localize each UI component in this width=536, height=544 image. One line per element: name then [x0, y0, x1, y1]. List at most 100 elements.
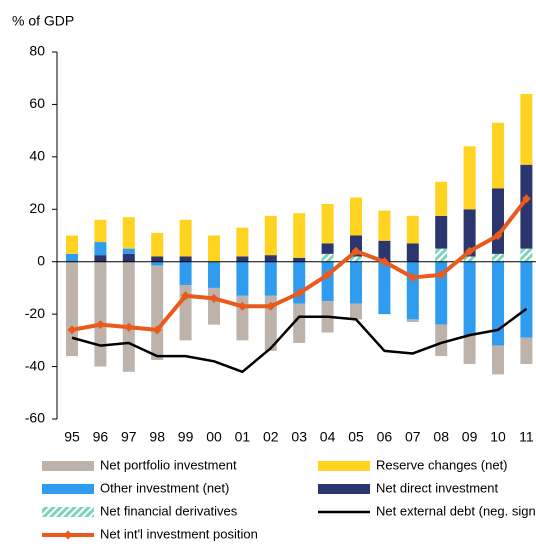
- bar-segment: [208, 287, 220, 325]
- legend-swatch: [42, 461, 94, 471]
- bar-segment: [406, 215, 419, 244]
- bar-segment: [378, 240, 391, 262]
- bar-segment: [378, 261, 391, 315]
- bar-segment: [122, 261, 135, 372]
- bar-segment: [94, 255, 107, 262]
- bar-segment: [520, 337, 533, 364]
- bar-segment: [293, 257, 306, 262]
- bar-segment: [321, 261, 334, 302]
- bar-segment: [264, 215, 277, 256]
- bar-segment: [520, 93, 533, 165]
- bar-segment: [492, 122, 504, 189]
- y-tick-label: 20: [29, 200, 45, 216]
- bar-segment: [350, 303, 362, 320]
- bar-segment: [122, 253, 135, 262]
- legend-swatch: [42, 484, 94, 494]
- bar-segment: [151, 261, 164, 266]
- legend-label: Net financial derivatives: [100, 503, 238, 518]
- x-tick-label: 10: [490, 429, 506, 445]
- line-marker: [408, 272, 418, 282]
- y-tick-label: -20: [25, 305, 45, 321]
- legend-label: Net int'l investment position: [100, 526, 258, 541]
- bar-segment: [122, 248, 135, 254]
- line-marker: [323, 270, 333, 280]
- legend-label: Other investment (net): [100, 480, 229, 495]
- bar-segment: [463, 146, 476, 210]
- bar-segment: [321, 204, 334, 244]
- y-axis-title: % of GDP: [12, 13, 74, 29]
- y-tick-label: 80: [29, 43, 45, 59]
- legend-swatch: [318, 461, 370, 471]
- line-marker: [209, 293, 219, 303]
- line-marker: [181, 291, 191, 301]
- bar-segment: [66, 253, 78, 262]
- x-tick-label: 04: [320, 429, 336, 445]
- bar-segment: [236, 261, 249, 296]
- bar-segment: [94, 242, 107, 256]
- line-marker: [266, 301, 276, 311]
- bar-segment: [435, 324, 448, 357]
- bar-segment: [378, 210, 391, 241]
- line-marker: [465, 246, 475, 256]
- bar-segment: [321, 243, 334, 254]
- bar-segment: [151, 256, 164, 262]
- bar-segment: [406, 261, 419, 320]
- bar-segment: [492, 188, 504, 254]
- x-tick-label: 98: [149, 429, 165, 445]
- line-marker: [237, 301, 247, 311]
- bar-segment: [151, 265, 164, 361]
- legend-label: Net direct investment: [376, 480, 498, 495]
- bar-segment: [435, 215, 448, 249]
- bar-segment: [264, 255, 277, 262]
- x-tick-label: 96: [93, 429, 109, 445]
- bar-segment: [179, 219, 192, 257]
- bar-segment: [236, 227, 249, 257]
- bar-segment: [293, 303, 306, 343]
- bar-segment: [179, 256, 192, 262]
- bar-segment: [492, 261, 504, 346]
- x-tick-label: 99: [178, 429, 194, 445]
- line-marker: [521, 194, 531, 204]
- bar-segment: [463, 335, 476, 364]
- bar-segment: [492, 345, 504, 375]
- line-marker: [436, 270, 446, 280]
- line-marker: [67, 325, 77, 335]
- bar-segment: [66, 261, 78, 357]
- y-tick-label: 0: [37, 252, 45, 268]
- bar-segment: [435, 261, 448, 325]
- bar-segment: [435, 181, 448, 216]
- bar-segment: [122, 217, 135, 249]
- x-tick-label: 00: [206, 429, 222, 445]
- x-tick-label: 03: [291, 429, 307, 445]
- y-tick-label: -60: [25, 410, 45, 426]
- bar-segment: [94, 219, 107, 243]
- x-tick-label: 97: [121, 429, 137, 445]
- line-marker: [351, 246, 361, 256]
- legend-label: Net external debt (neg. sign): [376, 503, 536, 518]
- x-tick-label: 08: [433, 429, 449, 445]
- y-tick-label: -40: [25, 357, 45, 373]
- bar-segment: [151, 232, 164, 257]
- x-tick-label: 05: [348, 429, 364, 445]
- bar-segment: [208, 261, 220, 288]
- bar-segment: [435, 248, 448, 262]
- bar-segment: [208, 235, 220, 262]
- line-series: [71, 307, 528, 374]
- legend-swatch: [318, 484, 370, 494]
- legend-label: Net portfolio investment: [100, 457, 237, 472]
- y-tick-label: 60: [29, 95, 45, 111]
- legend-label: Reserve changes (net): [376, 457, 508, 472]
- bar-segment: [350, 256, 362, 262]
- x-tick-label: 11: [519, 429, 534, 445]
- line-marker: [493, 231, 503, 240]
- bar-segment: [321, 253, 334, 262]
- bar-segment: [520, 164, 533, 249]
- bar-segment: [264, 261, 277, 296]
- x-tick-label: 95: [64, 429, 80, 445]
- bar-segment: [264, 295, 277, 351]
- line-marker: [379, 257, 389, 267]
- bar-segment: [350, 261, 362, 304]
- line-marker: [294, 288, 304, 298]
- bar-segment: [463, 209, 476, 257]
